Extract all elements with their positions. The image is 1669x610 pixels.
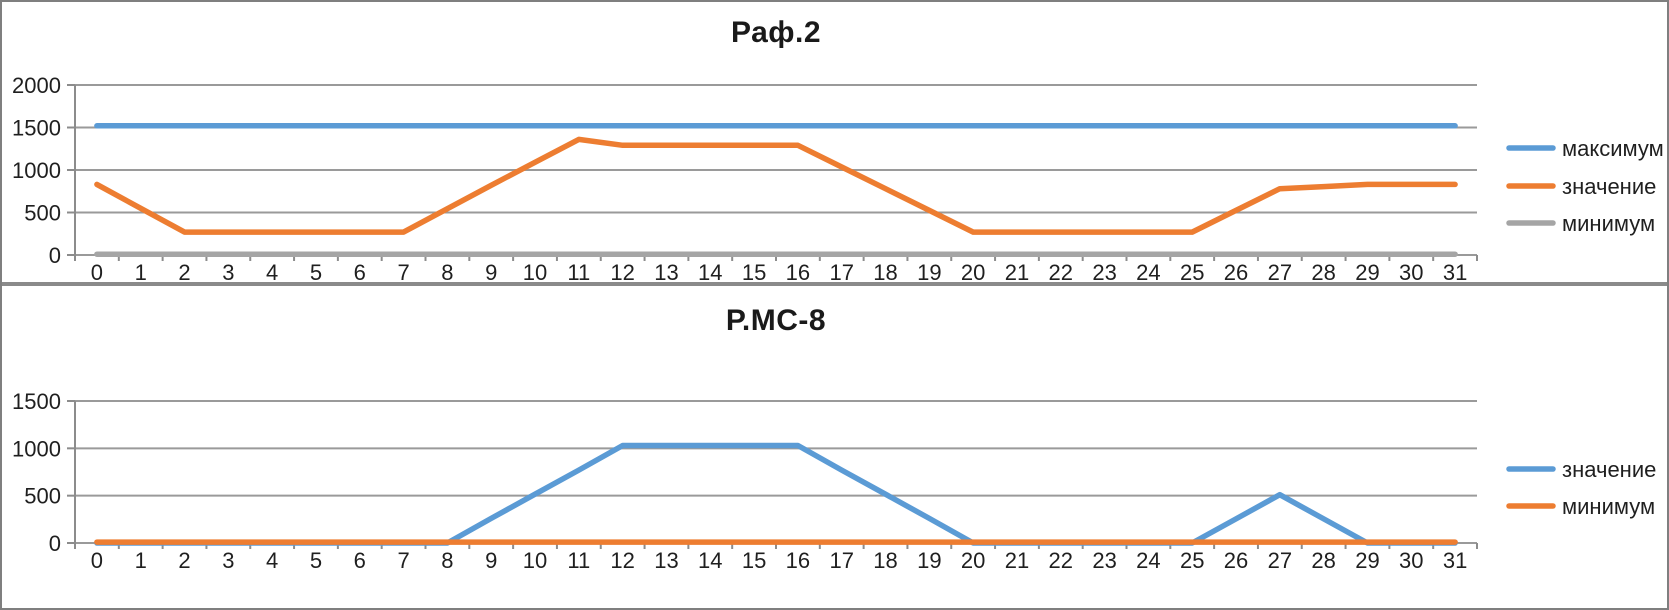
legend-label-значение: значение [1562, 457, 1656, 482]
x-tick-label: 30 [1399, 260, 1423, 282]
series-line-значение [94, 442, 1458, 546]
y-tick-label: 1000 [12, 158, 61, 183]
x-tick-label: 27 [1268, 260, 1292, 282]
x-tick-label: 22 [1049, 260, 1073, 282]
x-tick-label: 16 [786, 260, 810, 282]
x-tick-label: 13 [654, 260, 678, 282]
x-tick-label: 27 [1268, 548, 1292, 573]
x-tick-label: 14 [698, 548, 722, 573]
x-tick-label: 4 [266, 548, 278, 573]
x-tick-label: 22 [1049, 548, 1073, 573]
x-tick-label: 26 [1224, 260, 1248, 282]
x-tick-label: 10 [523, 548, 547, 573]
legend-label-значение: значение [1562, 174, 1656, 199]
chart-title-rms8: Р.МС-8 [725, 304, 827, 337]
x-tick-label: 17 [829, 548, 853, 573]
legend-label-максимум: максимум [1562, 136, 1664, 161]
x-tick-label: 3 [222, 260, 234, 282]
chart-title-raf2: Раф.2 [730, 16, 822, 49]
x-tick-label: 6 [354, 260, 366, 282]
x-tick-label: 23 [1092, 548, 1116, 573]
x-tick-label: 19 [917, 260, 941, 282]
x-tick-label: 1 [135, 548, 147, 573]
y-tick-label: 2000 [12, 73, 61, 98]
y-tick-label: 0 [49, 243, 61, 268]
x-tick-label: 31 [1443, 548, 1467, 573]
x-tick-label: 9 [485, 548, 497, 573]
x-tick-label: 2 [178, 548, 190, 573]
x-tick-label: 21 [1005, 548, 1029, 573]
x-tick-label: 7 [397, 548, 409, 573]
x-tick-label: 6 [354, 548, 366, 573]
x-tick-label: 11 [567, 260, 590, 282]
y-tick-label: 1000 [12, 436, 61, 461]
x-tick-label: 0 [91, 548, 103, 573]
x-tick-label: 2 [178, 260, 190, 282]
x-tick-label: 14 [698, 260, 722, 282]
x-tick-label: 24 [1136, 260, 1160, 282]
x-tick-label: 8 [441, 548, 453, 573]
series-line-значение [94, 136, 1458, 235]
legend-label-минимум: минимум [1562, 494, 1655, 519]
y-tick-label: 500 [24, 484, 61, 509]
x-tick-label: 18 [873, 260, 897, 282]
x-tick-label: 4 [266, 260, 278, 282]
y-tick-label: 1500 [12, 389, 61, 414]
x-tick-label: 11 [567, 548, 590, 573]
x-tick-label: 17 [829, 260, 853, 282]
x-tick-label: 13 [654, 548, 678, 573]
x-tick-label: 8 [441, 260, 453, 282]
x-tick-label: 18 [873, 548, 897, 573]
x-tick-label: 9 [485, 260, 497, 282]
x-tick-label: 28 [1311, 260, 1335, 282]
x-tick-label: 30 [1399, 548, 1423, 573]
chart-panel-rms8: Р.МС-8 0 500 1000 1500 0 1 2 3 4 5 6 7 8 9 10 11 12 13 14 1… [2, 286, 1667, 608]
x-tick-label: 28 [1311, 548, 1335, 573]
x-tick-label: 5 [310, 260, 322, 282]
legend-label-минимум: минимум [1562, 211, 1655, 236]
x-tick-label: 5 [310, 548, 322, 573]
y-tick-label: 1500 [12, 116, 61, 141]
x-tick-label: 31 [1443, 260, 1467, 282]
x-tick-label: 0 [91, 260, 103, 282]
x-tick-label: 29 [1355, 548, 1379, 573]
x-tick-label: 1 [135, 260, 147, 282]
x-tick-label: 3 [222, 548, 234, 573]
x-tick-label: 12 [610, 548, 634, 573]
x-tick-label: 10 [523, 260, 547, 282]
x-tick-label: 16 [786, 548, 810, 573]
x-tick-label: 26 [1224, 548, 1248, 573]
x-tick-label: 15 [742, 260, 766, 282]
y-tick-label: 0 [49, 531, 61, 556]
x-tick-label: 24 [1136, 548, 1160, 573]
y-tick-label: 500 [24, 201, 61, 226]
x-tick-label: 21 [1005, 260, 1029, 282]
x-tick-label: 7 [397, 260, 409, 282]
x-tick-label: 15 [742, 548, 766, 573]
x-tick-label: 19 [917, 548, 941, 573]
x-tick-label: 29 [1355, 260, 1379, 282]
x-tick-label: 25 [1180, 260, 1204, 282]
chart-panel-raf2: Раф.2 0 500 1000 1500 2000 0 1 2 3 4 5 6 7 8 9 10 11 12 13… [2, 2, 1667, 286]
x-tick-label: 25 [1180, 548, 1204, 573]
x-tick-label: 12 [610, 260, 634, 282]
x-tick-label: 20 [961, 260, 985, 282]
x-tick-label: 20 [961, 548, 985, 573]
x-tick-label: 23 [1092, 260, 1116, 282]
